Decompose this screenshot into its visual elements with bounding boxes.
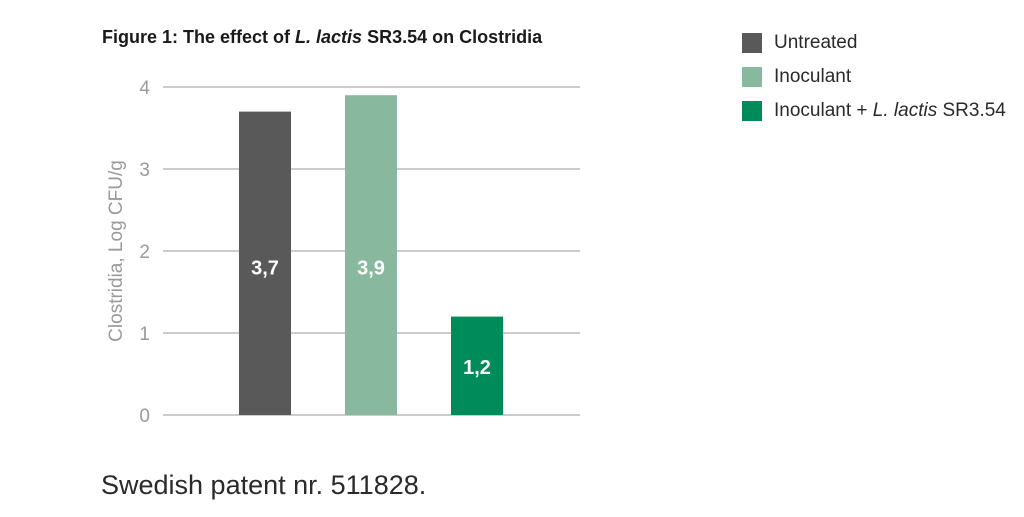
data-labels: 3,7 3,9 1,2 — [251, 257, 491, 378]
legend-swatch — [742, 67, 762, 87]
y-axis-ticks: 0 1 2 3 4 — [139, 78, 150, 427]
y-tick-label: 4 — [139, 78, 150, 99]
y-axis-label: Clostridia, Log CFU/g — [106, 160, 127, 342]
data-label: 3,9 — [357, 257, 385, 279]
legend-item-inoculant: Inoculant — [742, 60, 1006, 94]
bar-2 — [451, 316, 503, 415]
legend-swatch — [742, 101, 762, 121]
y-tick-label: 3 — [139, 160, 150, 181]
legend-label: Inoculant + L. lactis SR3.54 — [774, 100, 1006, 121]
bars — [239, 95, 503, 415]
data-label: 1,2 — [463, 357, 491, 379]
footnote: Swedish patent nr. 511828. — [101, 470, 427, 500]
legend-swatch — [742, 33, 762, 53]
y-tick-label: 1 — [139, 324, 150, 345]
legend-label: Inoculant — [774, 66, 852, 87]
legend: Untreated Inoculant Inoculant + L. lacti… — [742, 26, 1006, 128]
y-tick-label: 0 — [139, 406, 150, 427]
bar-1 — [345, 95, 397, 415]
data-label: 3,7 — [251, 257, 279, 279]
legend-item-untreated: Untreated — [742, 26, 1006, 60]
bar-0 — [239, 111, 291, 415]
legend-label: Untreated — [774, 32, 858, 53]
y-tick-label: 2 — [139, 242, 150, 263]
chart-title: Figure 1: The effect of L. lactis SR3.54… — [102, 27, 543, 47]
legend-item-inoculant-lactis: Inoculant + L. lactis SR3.54 — [742, 94, 1006, 128]
